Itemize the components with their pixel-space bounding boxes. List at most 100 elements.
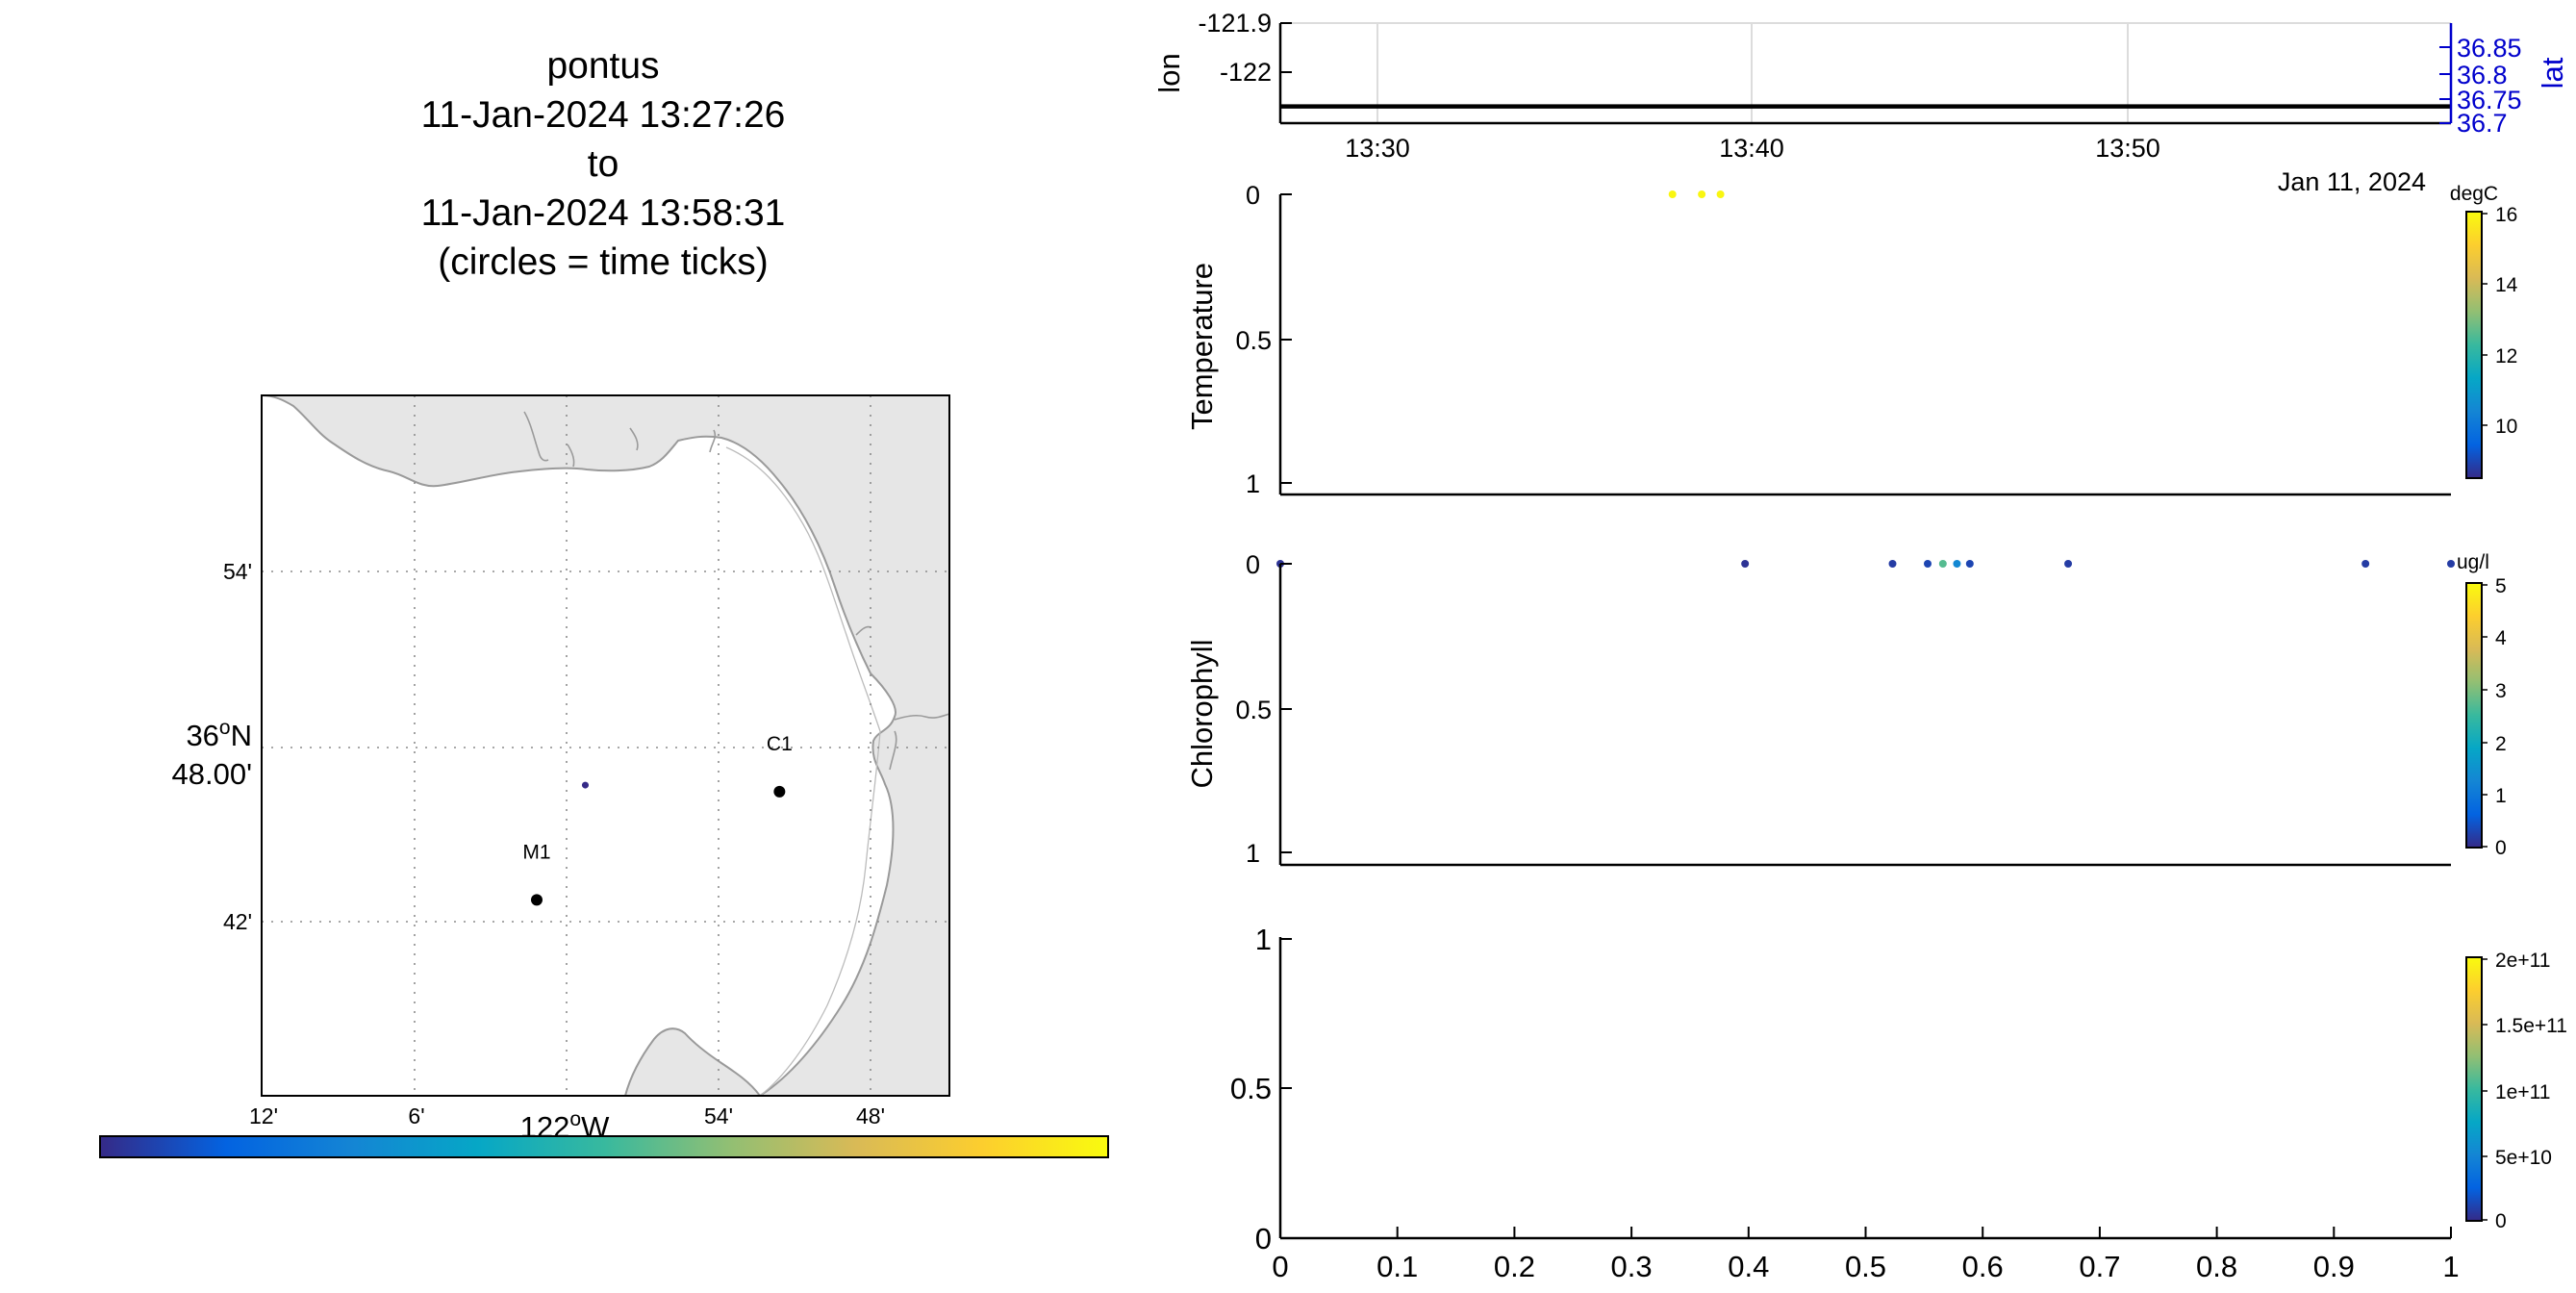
- x-tick-label: 0.6: [1962, 1250, 2004, 1283]
- temp-ytick-1: 1: [1246, 469, 1260, 498]
- chlorophyll-point: [1741, 560, 1750, 568]
- lon-ytick-1: -121.9: [1198, 9, 1272, 38]
- chlorophyll-point: [2361, 560, 2370, 568]
- position-panel: -121.9 -122 lon 36.85 36.8 36.75 36.7 la…: [1152, 9, 2569, 196]
- lat-ytick-4: 36.7: [2457, 109, 2508, 138]
- empty-yticks: 1 0.5 0: [1230, 923, 1272, 1255]
- temperature-colorbar-unit: degC: [2450, 183, 2498, 205]
- chlorophyll-points: [1276, 560, 2455, 568]
- time-xtick-2: 13:40: [1719, 134, 1784, 163]
- chlorophyll-point: [1888, 560, 1897, 568]
- lon-ytick-2: -122: [1220, 58, 1272, 87]
- temp-cbar-tick-14: 14: [2495, 274, 2518, 296]
- monterey-peninsula: [623, 1027, 762, 1096]
- empty-ytick-0: 0: [1255, 1222, 1272, 1255]
- empty-panel: 1 0.5 0 0 0.1 0.2 0.3 0.4 0.5 0.6 0.7 0.8 0.9 1 2e…: [1230, 923, 2567, 1283]
- time-xtick-1: 13:30: [1345, 134, 1410, 163]
- time-xtick-3: 13:50: [2095, 134, 2160, 163]
- title-line-4: 11-Jan-2024 13:58:31: [421, 192, 786, 234]
- x-tick-label: 0.4: [1728, 1250, 1769, 1283]
- x-tick-label: 0.2: [1494, 1250, 1535, 1283]
- chlorophyll-yticks: 0 0.5 1: [1235, 550, 1272, 868]
- time-xticks: 13:30 13:40 13:50: [1345, 134, 2160, 163]
- chlorophyll-point: [1965, 560, 1974, 568]
- chl-cbar-tick-4: 4: [2495, 627, 2507, 649]
- station-marker: [531, 894, 543, 906]
- x-tick-label: 0: [1272, 1250, 1288, 1283]
- x-tick-label: 0.3: [1611, 1250, 1653, 1283]
- chlorophyll-point: [2447, 560, 2455, 568]
- title-line-5: (circles = time ticks): [438, 241, 768, 283]
- lat-tick-54: 54': [223, 559, 252, 584]
- chlorophyll-colorbar-unit: ug/l: [2457, 551, 2489, 573]
- lon-ylabel: lon: [1152, 53, 1186, 92]
- empty-cbar-tick-0: 0: [2495, 1210, 2507, 1232]
- land-mass: [262, 395, 949, 1096]
- x-tick-label: 0.8: [2196, 1250, 2237, 1283]
- temperature-point: [1668, 190, 1677, 198]
- map-lon-ticks: 12' 6' 54' 48': [249, 1103, 885, 1128]
- x-tick-label: 0.5: [1845, 1250, 1886, 1283]
- temperature-ylabel: Temperature: [1185, 263, 1219, 430]
- empty-colorbar-ticks: 2e+11 1.5e+11 1e+11 5e+10 0: [2495, 950, 2567, 1232]
- x-tick-label: 1: [2442, 1250, 2459, 1283]
- empty-cbar-tick-15e11: 1.5e+11: [2495, 1015, 2567, 1037]
- lon-tick-12: 12': [249, 1103, 278, 1128]
- chlorophyll-colorbar: [2465, 582, 2483, 849]
- chlorophyll-panel: 0 0.5 1 Chlorophyll ug/l 5 4 3 2 1 0: [1185, 550, 2507, 868]
- coastline: [725, 446, 881, 1096]
- chl-cbar-tick-0: 0: [2495, 837, 2507, 859]
- empty-xticks: 0 0.1 0.2 0.3 0.4 0.5 0.6 0.7 0.8 0.9 1: [1272, 1227, 2460, 1283]
- temperature-point: [1698, 190, 1706, 198]
- temperature-yticks: 0 0.5 1: [1235, 181, 1272, 498]
- temperature-points: [1668, 190, 1725, 198]
- chl-cbar-tick-5: 5: [2495, 575, 2507, 597]
- lat-ylabel: lat: [2536, 57, 2569, 89]
- chlorophyll-point: [2064, 560, 2073, 568]
- temp-cbar-tick-16: 16: [2495, 204, 2517, 226]
- chlorophyll-point: [1924, 560, 1932, 568]
- lon-yticks: -121.9 -122: [1198, 9, 1272, 87]
- x-tick-label: 0.9: [2313, 1250, 2355, 1283]
- chl-cbar-tick-2: 2: [2495, 733, 2507, 755]
- map-frame: [261, 394, 950, 1097]
- lon-tick-54: 54': [704, 1103, 733, 1128]
- svg-text:48.00': 48.00': [172, 757, 253, 791]
- track-point: [581, 781, 589, 789]
- temperature-point: [1716, 190, 1725, 198]
- temperature-colorbar-ticks: 16 14 12 10: [2495, 204, 2518, 438]
- title-line-3: to: [588, 143, 619, 185]
- lat-ytick-2: 36.8: [2457, 61, 2508, 89]
- chlorophyll-point: [1938, 560, 1947, 568]
- empty-ytick-05: 0.5: [1230, 1072, 1272, 1105]
- date-label: Jan 11, 2024: [2278, 167, 2426, 196]
- chlorophyll-colorbar-ticks: 5 4 3 2 1 0: [2495, 575, 2507, 859]
- lon-tick-6: 6': [408, 1103, 424, 1128]
- title-line-1: pontus: [546, 45, 659, 87]
- map-colorbar: [99, 1135, 1109, 1158]
- figure-title: pontus 11-Jan-2024 13:27:26 to 11-Jan-20…: [421, 45, 786, 283]
- temp-ytick-05: 0.5: [1235, 326, 1272, 355]
- lat-yticks: 36.85 36.8 36.75 36.7: [2457, 34, 2522, 138]
- temp-ytick-0: 0: [1246, 181, 1260, 210]
- station-label: C1: [767, 733, 793, 755]
- lat-ytick-1: 36.85: [2457, 34, 2522, 63]
- x-tick-label: 0.7: [2079, 1250, 2120, 1283]
- temperature-panel: 0 0.5 1 Temperature degC 16 14 12 10: [1185, 181, 2518, 498]
- empty-cbar-tick-2e11: 2e+11: [2495, 950, 2550, 972]
- map-markers: M1 C1: [522, 733, 793, 906]
- title-line-2: 11-Jan-2024 13:27:26: [421, 94, 786, 136]
- chlorophyll-point: [1953, 560, 1961, 568]
- temp-cbar-tick-12: 12: [2495, 345, 2517, 368]
- x-tick-label: 0.1: [1376, 1250, 1418, 1283]
- lat-ytick-3: 36.75: [2457, 86, 2522, 114]
- chlorophyll-ylabel: Chlorophyll: [1185, 639, 1219, 788]
- lat-tick-42: 42': [223, 909, 252, 934]
- lon-tick-48: 48': [856, 1103, 885, 1128]
- river-lines: [523, 411, 949, 771]
- map-lat-ticks: 54' 42': [223, 559, 252, 934]
- empty-cbar-tick-5e10: 5e+10: [2495, 1147, 2552, 1169]
- lat-tick-center: 36oN 48.00': [172, 717, 253, 791]
